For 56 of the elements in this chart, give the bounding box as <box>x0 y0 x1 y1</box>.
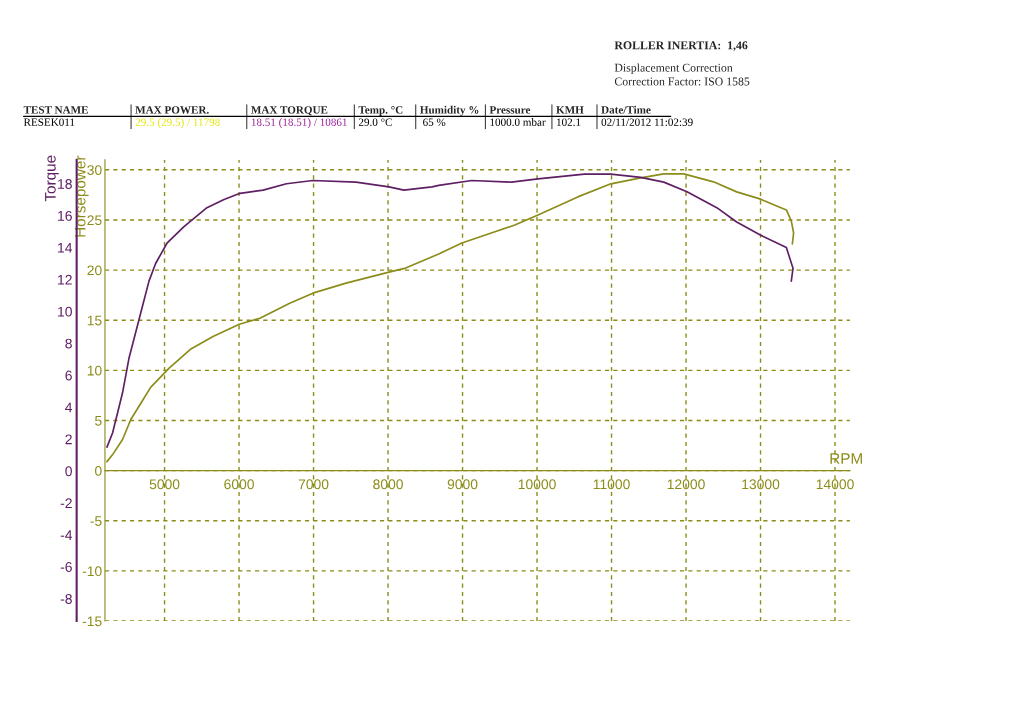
x-tick-label: 14000 <box>816 479 854 490</box>
text: KMH <box>556 106 584 114</box>
text: Displacement Correction <box>614 63 733 75</box>
text: 1000.0 mbar <box>490 118 546 126</box>
text: 65 % <box>423 118 446 126</box>
text: ROLLER INERTIA: 1,46 <box>614 41 748 51</box>
text: 02/11/2012 11:02:39 <box>601 118 693 126</box>
y2-axis-title: Torque <box>45 155 59 202</box>
y-tick-label: 30 <box>87 165 102 175</box>
y2-tick-label: 14 <box>58 243 73 253</box>
x-tick-label: 12000 <box>667 479 705 490</box>
x-tick-label: 9000 <box>447 479 478 490</box>
y2-tick-label: 2 <box>65 434 72 445</box>
y-tick-label: -10 <box>82 566 102 577</box>
text: Date/Time <box>601 105 651 114</box>
text: Pressure <box>489 106 531 114</box>
y-tick-label: -15 <box>82 616 102 627</box>
y2-tick-label: 6 <box>65 370 72 381</box>
y2-tick-label: 4 <box>65 402 73 413</box>
text: 29.0 °C <box>358 118 392 126</box>
y2-tick-label: -6 <box>60 562 72 572</box>
y-tick-label: 25 <box>87 215 102 226</box>
y-tick-label: 0 <box>95 465 102 476</box>
x-tick-label: 11000 <box>593 479 630 490</box>
y2-tick-label: -4 <box>60 530 73 540</box>
y2-tick-label: 10 <box>58 306 72 317</box>
y-tick-label: 15 <box>87 315 102 326</box>
y-tick-label: 5 <box>95 415 102 426</box>
y2-tick-label: 12 <box>58 274 72 285</box>
y-axis-title: Horsepower <box>74 155 89 237</box>
y2-tick-label: 8 <box>65 338 72 349</box>
x-tick-label: 13000 <box>742 479 780 490</box>
y2-tick-label: -2 <box>60 498 72 508</box>
x-tick-label: 10000 <box>518 479 556 490</box>
y-tick-label: -5 <box>90 516 102 526</box>
x-tick-label: 6000 <box>224 479 254 490</box>
text: RESEK011 <box>23 118 75 126</box>
y-tick-label: 10 <box>87 365 102 376</box>
text: 18.51 (18.51) / 10861 <box>251 118 347 129</box>
x-axis-title: RPM <box>830 453 862 464</box>
y2-tick-label: 18 <box>58 179 72 189</box>
y2-tick-label: -8 <box>60 594 72 604</box>
x-tick-label: 5000 <box>149 479 180 490</box>
text: Temp. °C <box>358 106 403 116</box>
text: 29.5 (29.5) / 11798 <box>135 118 220 129</box>
y2-tick-label: 0 <box>65 466 72 477</box>
text: TEST NAME <box>23 106 88 114</box>
text: Humidity % <box>420 105 479 116</box>
x-tick-label: 8000 <box>373 479 403 490</box>
text: MAX POWER. <box>135 106 209 114</box>
text: 102.1 <box>557 118 581 126</box>
text: MAX TORQUE <box>251 106 328 116</box>
x-tick-label: 7000 <box>298 479 329 490</box>
y-tick-label: 20 <box>87 265 102 276</box>
y2-tick-label: 16 <box>58 210 72 221</box>
text: Correction Factor: ISO 1585 <box>614 77 750 86</box>
